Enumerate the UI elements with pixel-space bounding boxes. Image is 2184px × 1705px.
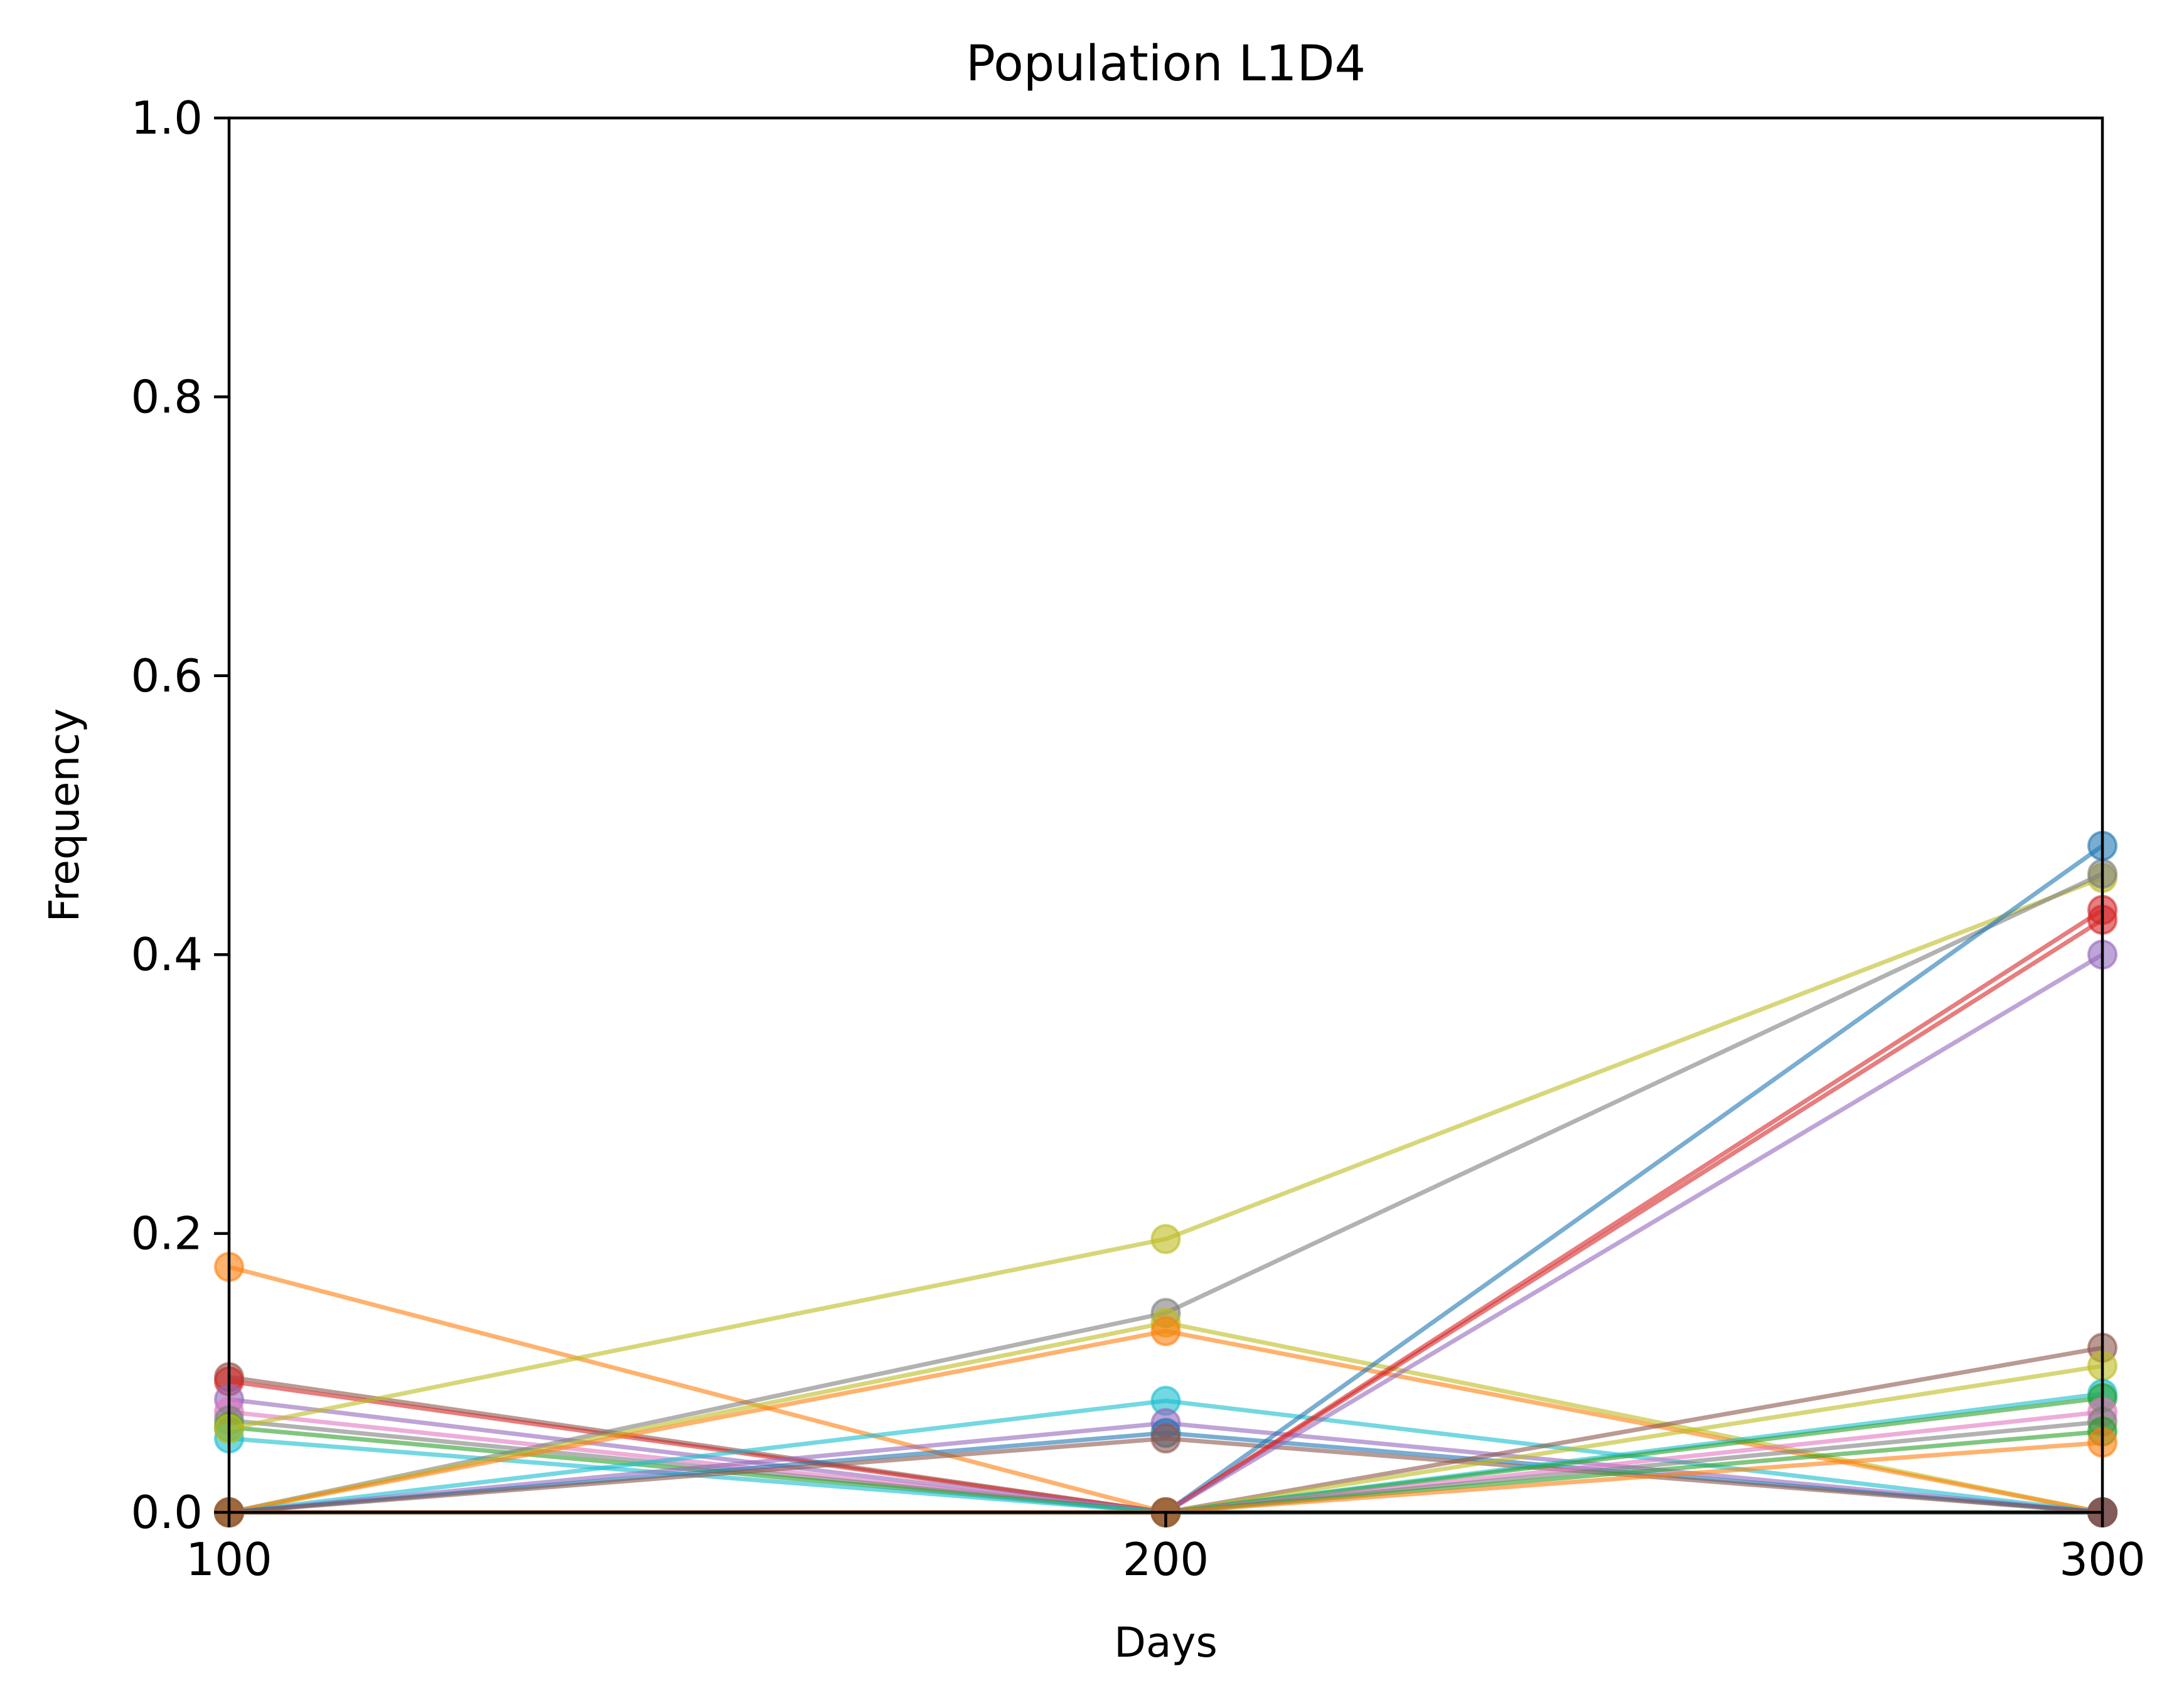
y-axis-ticks: 0.0 0.2 0.4 0.6 0.8 1.0	[131, 92, 229, 1539]
x-tick-label: 100	[186, 1533, 272, 1586]
data-point	[1150, 1224, 1181, 1254]
y-tick-label: 0.2	[131, 1207, 203, 1260]
y-axis-label: Frequency	[40, 708, 88, 922]
chart-title: Population L1D4	[966, 36, 1366, 92]
y-tick-label: 0.6	[131, 649, 203, 702]
x-axis-ticks: 100 200 300	[186, 1512, 2146, 1586]
x-tick-label: 200	[1123, 1533, 1209, 1586]
y-tick-label: 0.0	[131, 1486, 203, 1539]
y-tick-label: 0.8	[131, 370, 203, 423]
data-point	[1150, 1423, 1181, 1454]
data-point	[1150, 1316, 1181, 1347]
x-tick-label: 300	[2059, 1533, 2145, 1586]
y-tick-label: 0.4	[131, 928, 203, 981]
x-axis-label: Days	[1114, 1618, 1218, 1667]
y-tick-label: 1.0	[131, 92, 203, 144]
